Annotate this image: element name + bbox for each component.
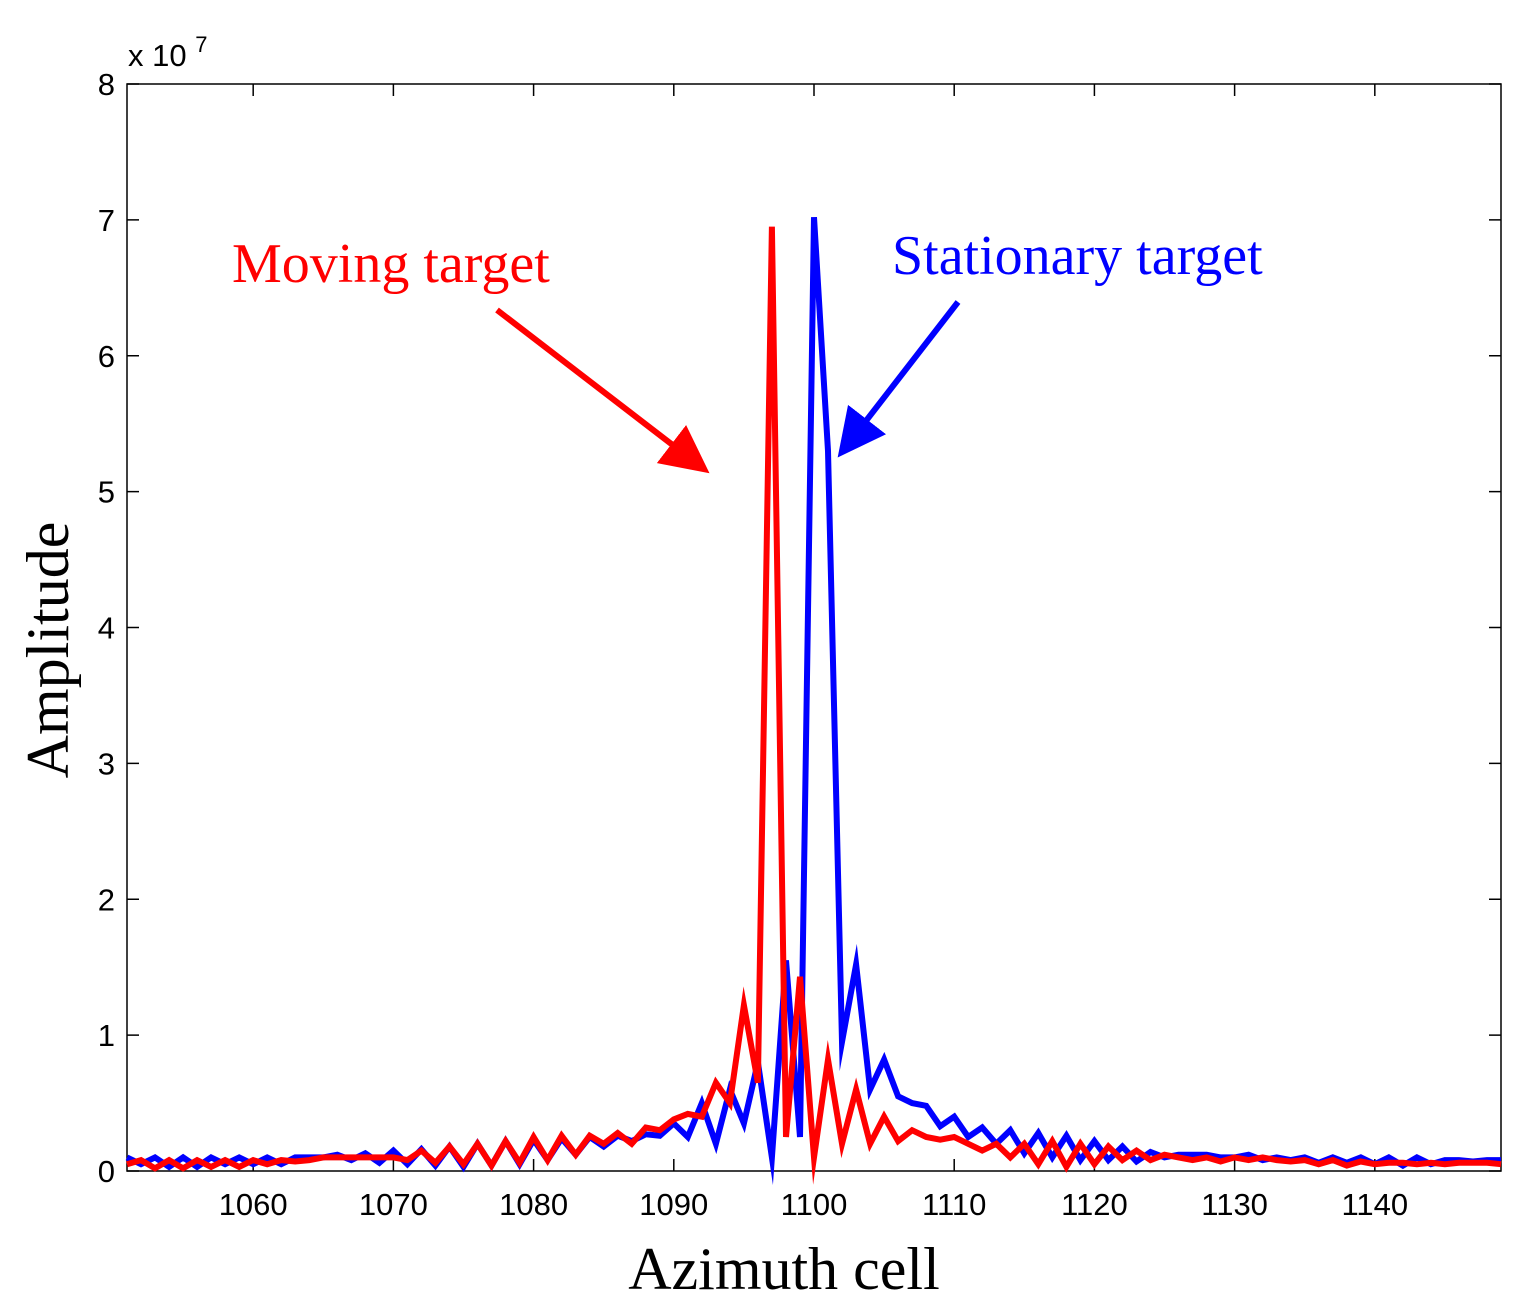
x-tick-label: 1080 — [499, 1187, 568, 1222]
x-tick-label: 1100 — [781, 1187, 848, 1222]
x-tick-label: 1060 — [219, 1187, 288, 1222]
x-axis-title: Azimuth cell — [628, 1236, 940, 1302]
y-tick-label: 2 — [98, 882, 115, 917]
y-tick-label: 4 — [98, 611, 115, 646]
x-tick-label: 1140 — [1341, 1187, 1408, 1222]
x-tick-label: 1110 — [922, 1187, 986, 1222]
x-tick-label: 1090 — [639, 1187, 708, 1222]
y-tick-label: 0 — [98, 1154, 115, 1189]
stationary-target-arrow — [837, 300, 961, 458]
stationary-target-annotation: Stationary target — [892, 225, 1263, 287]
x-tick-label: 1070 — [359, 1187, 428, 1222]
y-multiplier-label: x 10 7 — [128, 32, 207, 73]
y-multiplier-base: x 10 — [128, 38, 187, 73]
y-tick-label: 8 — [98, 67, 115, 102]
series-line-stationary-target — [125, 217, 1501, 1186]
x-tick-label: 1130 — [1201, 1187, 1268, 1222]
moving-target-arrow — [495, 307, 710, 474]
y-tick-label: 3 — [98, 746, 115, 781]
y-multiplier-exponent: 7 — [195, 32, 207, 57]
y-tick-label: 5 — [98, 475, 115, 510]
series-lines — [125, 217, 1502, 1186]
axis-ticks: 1060 1070 1080 1090 1100 1110 1120 1130 1140 0 1 2 3… — [98, 67, 1501, 1222]
y-axis-title: Amplitude — [15, 522, 81, 779]
series-line-moving-target — [126, 226, 1502, 1185]
y-tick-label: 7 — [98, 203, 115, 238]
moving-target-annotation: Moving target — [232, 233, 550, 295]
x-tick-label: 1120 — [1061, 1187, 1128, 1222]
y-tick-label: 1 — [98, 1018, 115, 1053]
y-tick-label: 6 — [98, 339, 115, 374]
